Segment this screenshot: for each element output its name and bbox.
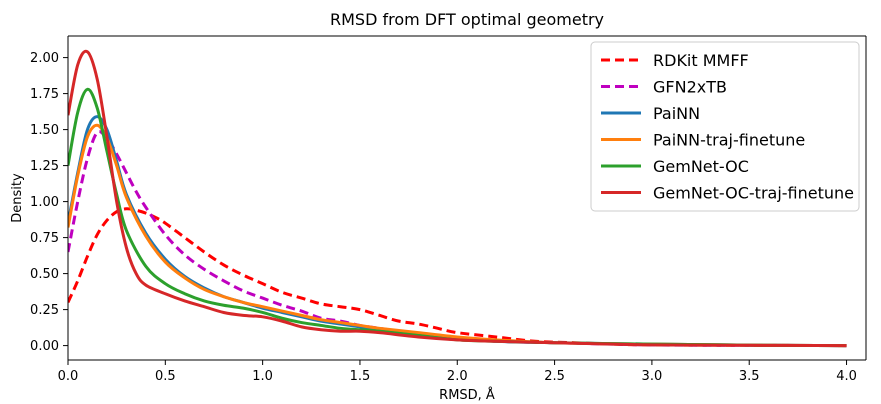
y-tick-label: 2.00 (30, 51, 59, 66)
series-line-6 (68, 49, 847, 348)
y-axis-title: Density (10, 173, 25, 223)
y-tick-label: 0.50 (30, 267, 59, 282)
y-tick-label: 0.75 (30, 231, 59, 246)
x-tick-label: 2.5 (544, 369, 565, 384)
x-tick-label: 3.5 (739, 369, 760, 384)
y-tick-label: 1.00 (30, 195, 59, 210)
ticks: 0.0 0.5 1.0 1.5 2.0 2.5 3.0 3.5 4.0 0.00 0.25 0.50 0… (30, 51, 857, 384)
plot-lines (68, 49, 847, 348)
x-tick-label: 4.0 (836, 369, 857, 384)
x-tick-label: 0.5 (155, 369, 176, 384)
x-tick-label: 2.0 (447, 369, 468, 384)
x-tick-label: 1.5 (350, 369, 371, 384)
legend-label-3: PaiNN (653, 104, 700, 123)
chart-title: RMSD from DFT optimal geometry (330, 10, 604, 29)
x-tick-label: 3.0 (642, 369, 663, 384)
y-tick-label: 0.25 (30, 303, 59, 318)
legend: RDKit MMFF GFN2xTB PaiNN PaiNN-traj-finetun… (590, 41, 860, 212)
y-tick-label: 1.50 (30, 123, 59, 138)
legend-label-4: PaiNN-traj-finetune (653, 131, 805, 150)
legend-label-5: GemNet-OC (653, 157, 749, 176)
x-axis-title: RMSD, Å (439, 387, 495, 403)
y-tick-label: 1.75 (30, 87, 59, 102)
axes (67, 35, 867, 361)
legend-label-6: GemNet-OC-traj-finetune (653, 184, 854, 203)
legend-label-2: GFN2xTB (653, 78, 727, 97)
legend-box (590, 41, 860, 212)
x-tick-label: 1.0 (252, 369, 273, 384)
y-tick-label: 0.00 (30, 339, 59, 354)
y-tick-label: 1.25 (30, 159, 59, 174)
legend-label-1: RDKit MMFF (653, 51, 749, 70)
x-tick-label: 0.0 (58, 369, 79, 384)
